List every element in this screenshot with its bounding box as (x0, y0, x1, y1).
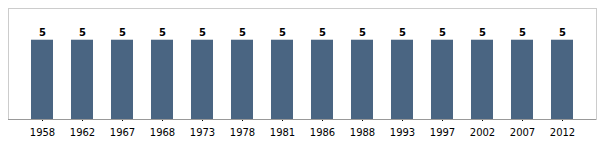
svg-text:5: 5 (519, 27, 526, 38)
svg-text:1997: 1997 (430, 127, 455, 138)
svg-text:1968: 1968 (150, 127, 175, 138)
svg-text:1986: 1986 (310, 127, 335, 138)
svg-text:1988: 1988 (350, 127, 375, 138)
svg-text:1973: 1973 (190, 127, 215, 138)
svg-text:1993: 1993 (390, 127, 415, 138)
svg-text:5: 5 (359, 27, 366, 38)
svg-text:5: 5 (119, 27, 126, 38)
svg-text:5: 5 (39, 27, 46, 38)
svg-text:1962: 1962 (70, 127, 95, 138)
svg-text:1967: 1967 (110, 127, 135, 138)
svg-text:1958: 1958 (30, 127, 55, 138)
svg-text:5: 5 (279, 27, 286, 38)
svg-text:5: 5 (159, 27, 166, 38)
svg-text:5: 5 (79, 27, 86, 38)
svg-text:2007: 2007 (510, 127, 535, 138)
svg-text:5: 5 (559, 27, 566, 38)
svg-text:5: 5 (239, 27, 246, 38)
svg-text:2002: 2002 (470, 127, 495, 138)
svg-text:1981: 1981 (270, 127, 295, 138)
svg-text:1978: 1978 (230, 127, 255, 138)
svg-text:5: 5 (479, 27, 486, 38)
svg-text:5: 5 (319, 27, 326, 38)
svg-text:2012: 2012 (550, 127, 575, 138)
svg-text:5: 5 (199, 27, 206, 38)
svg-text:5: 5 (399, 27, 406, 38)
svg-text:5: 5 (439, 27, 446, 38)
